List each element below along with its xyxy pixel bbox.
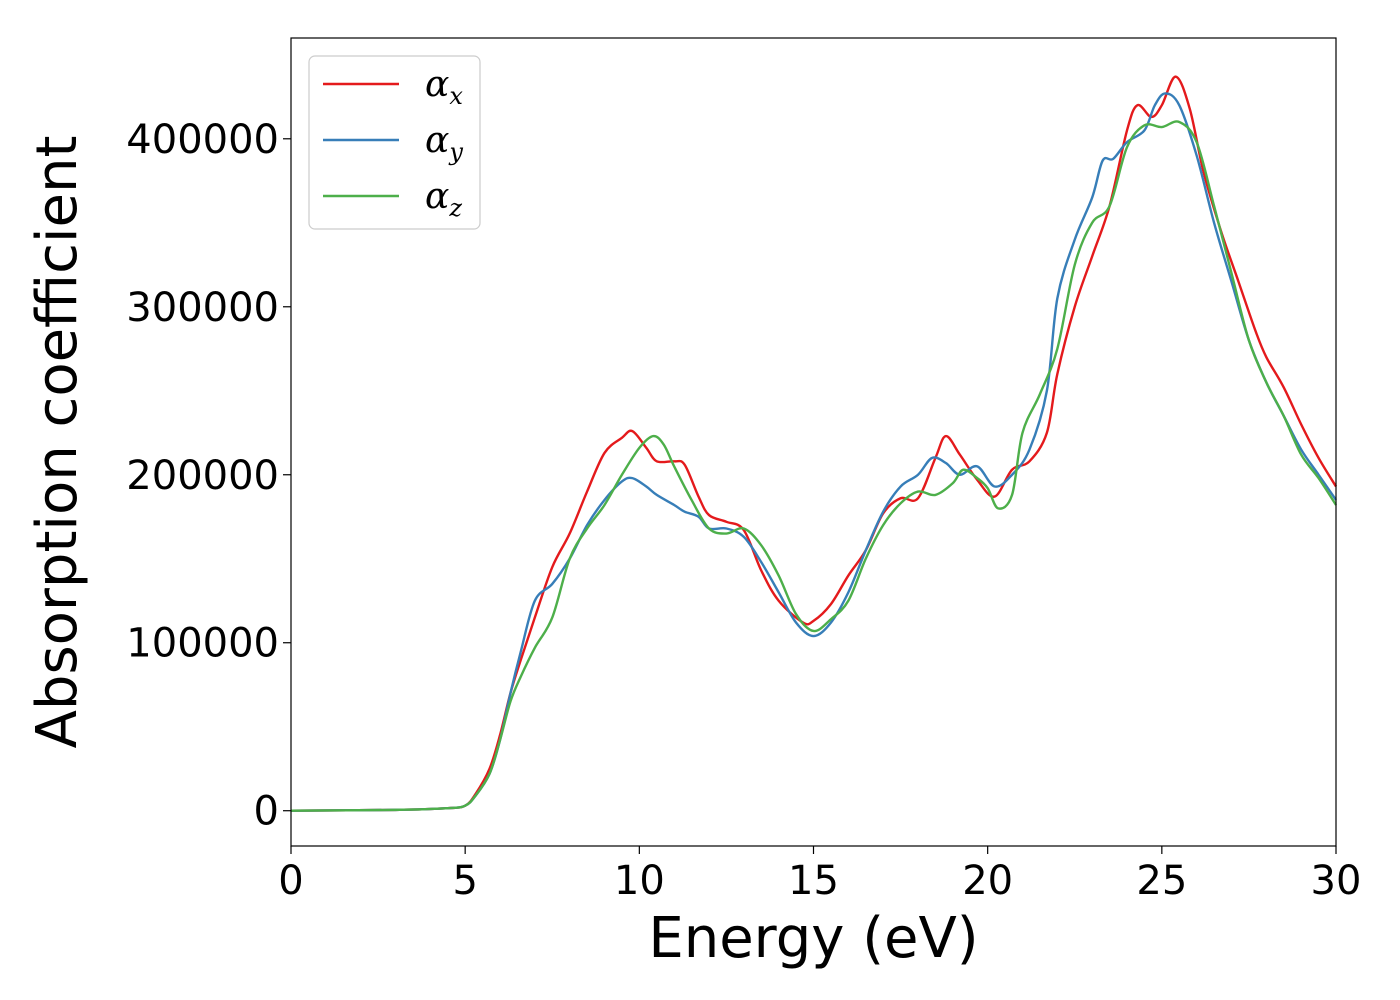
x-axis-title: Energy (eV) (648, 906, 978, 971)
x-tick-label: 5 (452, 858, 477, 904)
legend-label-base: α (425, 64, 449, 105)
series-line-y (290, 92, 1337, 812)
legend-label-subscript: y (448, 138, 463, 166)
y-tick-label: 100000 (126, 621, 279, 667)
x-tick-label: 15 (788, 858, 839, 904)
legend-label-base: α (425, 120, 449, 161)
y-tick-label: 0 (254, 789, 279, 835)
legend-label-subscript: z (448, 194, 462, 222)
y-axis: 0 100000 200000 300000 400000 (126, 117, 291, 835)
x-tick-label: 20 (962, 858, 1013, 904)
legend-label-y: αy (425, 120, 463, 166)
x-tick-label: 25 (1136, 858, 1187, 904)
x-tick-label: 30 (1311, 858, 1362, 904)
y-tick-label: 300000 (126, 285, 279, 331)
series-layer (290, 75, 1338, 812)
y-axis-title: Absorption coefficient (25, 136, 90, 749)
legend-box (308, 55, 481, 230)
x-axis: 0 5 10 15 20 25 30 (278, 846, 1361, 904)
x-tick-label: 0 (278, 858, 303, 904)
legend-label-subscript: x (449, 82, 463, 110)
series-line-z (290, 120, 1338, 812)
legend-label-x: αx (425, 64, 463, 110)
legend-label-z: αz (425, 176, 462, 222)
x-tick-label: 10 (614, 858, 665, 904)
legend-label-base: α (425, 176, 449, 217)
y-tick-label: 400000 (126, 117, 279, 163)
y-tick-label: 200000 (126, 453, 279, 499)
